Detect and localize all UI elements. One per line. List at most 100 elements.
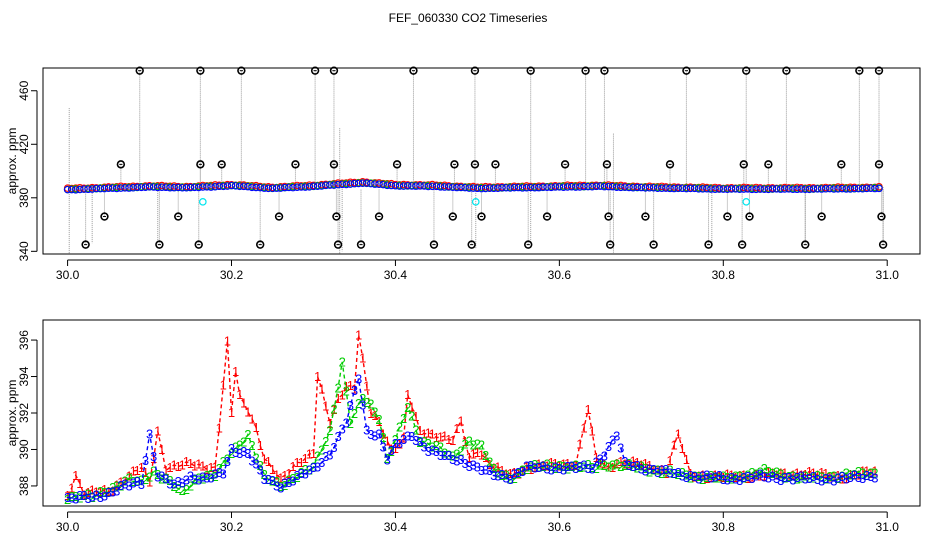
series-3-point: 3: [662, 462, 669, 477]
series-2-point: 2: [166, 473, 173, 488]
y-tick-label: 420: [17, 134, 31, 154]
spike-point: [874, 66, 884, 75]
co2-point-3: [604, 182, 613, 191]
co2-point-3: [194, 183, 203, 192]
series-3-point: 3: [162, 472, 169, 487]
series-3-point: 3: [863, 468, 870, 483]
series-1-point: 1: [371, 408, 378, 423]
co2-point-3: [317, 182, 326, 190]
series-2-point: 2: [343, 384, 350, 399]
series-2-point: 2: [470, 438, 477, 453]
series-2-point: 2: [584, 457, 591, 472]
series-2-point: 2: [720, 468, 727, 483]
co2-point-3: [141, 183, 150, 192]
series-1-point: 1: [314, 369, 321, 384]
x-tick-label: 30.4: [384, 520, 408, 534]
top-plot-area: [63, 66, 888, 254]
series-2-point: 2: [347, 416, 354, 431]
series-1-point: 1: [248, 411, 255, 426]
series-3-point: 3: [343, 416, 350, 431]
co2-point-3: [444, 183, 453, 191]
spike-point: [450, 160, 459, 169]
series-1-point: 1: [568, 459, 575, 474]
series-2-point: 2: [724, 470, 731, 485]
series-3-point: 3: [211, 466, 218, 481]
series-3-point: 3: [634, 458, 641, 473]
series-2-point: 2: [703, 470, 710, 485]
co2-point-3: [211, 182, 219, 191]
series-1-point: 1: [261, 451, 268, 466]
co2-point-3: [67, 185, 76, 194]
series-2-point: 2: [277, 479, 284, 494]
series-2-point: 2: [113, 479, 120, 494]
series-1-point: 1: [298, 455, 305, 470]
series-2-point: 2: [89, 490, 96, 505]
series-3-point: 3: [330, 440, 337, 455]
series-1-point: 1: [662, 466, 669, 481]
series-3-point: 3: [187, 469, 194, 484]
series-3-point: 3: [216, 465, 223, 480]
co2-point-3: [514, 183, 523, 192]
x-tick-label: 30.6: [548, 520, 572, 534]
series-1-point: 1: [359, 350, 366, 365]
co2-point-3: [830, 185, 838, 193]
spike-point: [737, 240, 747, 249]
series-2-point: 2: [293, 470, 300, 485]
series-3-point: 3: [429, 442, 436, 457]
co2-point-3: [740, 185, 748, 193]
series-1-point: 1: [576, 437, 583, 452]
series-2-point: 2: [798, 471, 805, 486]
series-1-point: 1: [322, 399, 329, 414]
series-3-point: 3: [490, 468, 497, 483]
series-1-point: 1: [392, 441, 399, 456]
series-3-point: 3: [183, 473, 190, 488]
series-1-point: 1: [105, 484, 112, 499]
series-1-point: 1: [367, 406, 374, 421]
x-tick-label: 30.4: [384, 268, 408, 282]
series-1-point: 1: [265, 454, 272, 469]
figure-title: FEF_060330 CO2 Timeseries: [389, 11, 548, 25]
series-3-point: 3: [277, 480, 284, 495]
series-2-point: 2: [244, 427, 251, 442]
co2-point-3: [363, 179, 371, 187]
spike-point: [81, 240, 90, 249]
co2-point-3: [826, 184, 834, 193]
series-2-point: 2: [216, 461, 223, 476]
series-1-point: 1: [601, 457, 608, 472]
series-1-point: 1: [605, 460, 612, 475]
series-2-point: 2: [273, 474, 280, 489]
co2-point-3: [145, 183, 154, 191]
series-2-point: 2: [318, 442, 325, 457]
series-2-point: 2: [289, 471, 296, 486]
co2-point-3: [240, 182, 248, 191]
series-3-point: 3: [466, 459, 473, 474]
series-1-point: 1: [621, 457, 628, 472]
series-2-point: 2: [355, 396, 362, 411]
spike-point: [874, 160, 884, 169]
series-1-point: 1: [711, 467, 718, 482]
series-2-point: 2: [564, 462, 571, 477]
co2-point-3: [776, 185, 785, 193]
series-2-point: 2: [605, 460, 612, 475]
series-3-point: 3: [445, 448, 452, 463]
series-1-point: 1: [384, 433, 391, 448]
series-1-point: 1: [211, 459, 218, 474]
series-3-point: 3: [724, 473, 731, 488]
co2-point-3: [113, 184, 121, 193]
series-3-point: 3: [453, 453, 460, 468]
gap-point: [742, 198, 751, 206]
series-3-point: 3: [334, 429, 341, 444]
series-2-point: 2: [416, 435, 423, 450]
spike-point: [116, 160, 126, 169]
series-2-point: 2: [687, 471, 694, 486]
series-3-point: 3: [117, 478, 124, 493]
series-1-point: 1: [425, 426, 432, 441]
co2-point-3: [281, 183, 289, 192]
co2-point-3: [264, 184, 273, 193]
series-3-point: 3: [371, 429, 378, 444]
co2-point-3: [838, 184, 846, 193]
series-1-point: 1: [765, 465, 772, 480]
series-1-point: 1: [724, 467, 731, 482]
series-2-point: 2: [716, 471, 723, 486]
co2-point-3: [854, 184, 863, 193]
